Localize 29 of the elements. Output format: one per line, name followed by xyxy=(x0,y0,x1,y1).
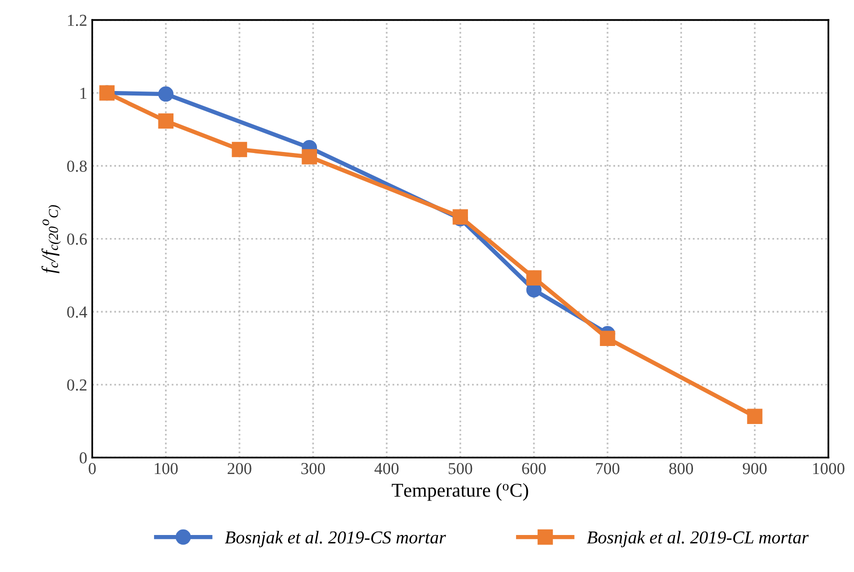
legend-label: Bosnjak et al. 2019-CS mortar xyxy=(224,530,446,548)
y-tick-label: 0.4 xyxy=(67,306,88,318)
x-tick-label: 200 xyxy=(228,462,252,474)
y-tick-label: 0.2 xyxy=(67,379,86,391)
x-tick-label: 900 xyxy=(742,462,767,474)
point xyxy=(747,408,762,424)
x-tick-label: 800 xyxy=(669,462,694,474)
x-axis-title: Temperature ($^{o}$C) xyxy=(392,483,528,501)
x-tick-label: 1000 xyxy=(813,462,844,474)
x-tick-label: 100 xyxy=(154,462,178,474)
x-tick-label: 700 xyxy=(596,462,620,474)
y-tick-label: 0 xyxy=(80,452,87,464)
y-tick-label: 0.6 xyxy=(67,234,87,245)
x-tick-label: 500 xyxy=(448,462,472,474)
point xyxy=(526,270,542,286)
x-tick-label: 400 xyxy=(374,462,399,474)
point xyxy=(158,86,174,102)
point xyxy=(600,330,616,346)
x-tick-label: 300 xyxy=(301,462,325,474)
x-tick-label: 600 xyxy=(522,462,546,474)
point xyxy=(232,142,248,158)
point xyxy=(302,149,318,164)
x-tick-label: 0 xyxy=(88,462,96,474)
y-tick-label: 1 xyxy=(80,88,86,99)
legend-label: Bosnjak et al. 2019-CL mortar xyxy=(586,530,809,548)
y-tick-label: 1.2 xyxy=(68,14,86,26)
y-axis-title: f$_{c}$/f$_{c(20}$$^{o}$$_{C)}$ xyxy=(42,205,61,274)
point xyxy=(158,113,174,129)
y-tick-label: 0.8 xyxy=(67,160,87,172)
